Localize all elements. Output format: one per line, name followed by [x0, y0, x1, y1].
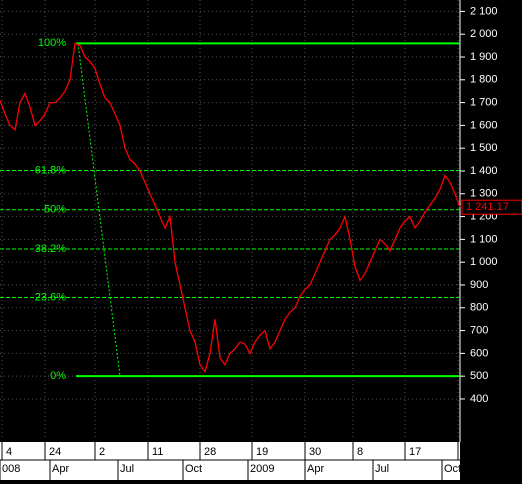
y-tick-label: 1 800	[470, 74, 498, 86]
x-tick-label: Jul	[120, 463, 134, 475]
y-tick-label: 700	[470, 324, 488, 336]
y-tick-label: 900	[470, 279, 488, 291]
x-tick-label: Oct	[444, 463, 461, 475]
fib-label: 100%	[38, 37, 66, 49]
x-tick-label: Apr	[307, 463, 324, 475]
x-tick-label: 8	[357, 446, 363, 458]
x-tick-label: 24	[49, 446, 61, 458]
last-price-label: 1 241.17	[466, 201, 509, 213]
x-tick-label: 19	[256, 446, 268, 458]
last-price-box	[461, 199, 522, 215]
y-tick-label: 600	[470, 347, 488, 359]
y-tick-label: 800	[470, 302, 488, 314]
x-tick-label: 2009	[250, 463, 274, 475]
x-tick-label: 17	[409, 446, 421, 458]
y-tick-label: 1 900	[470, 51, 498, 63]
x-tick-label: 008	[2, 463, 20, 475]
y-tick-label: 400	[470, 393, 488, 405]
x-tick-label: 30	[309, 446, 321, 458]
y-tick-label: 1 600	[470, 119, 498, 131]
x-tick-label: Apr	[52, 463, 69, 475]
fib-label: 38.2%	[35, 243, 66, 255]
y-tick-label: 500	[470, 370, 488, 382]
y-tick-label: 1 700	[470, 96, 498, 108]
fib-label: 61.8%	[35, 164, 66, 176]
x-tick-label: 2	[99, 446, 105, 458]
y-tick-label: 1 500	[470, 142, 498, 154]
y-tick-label: 1 000	[470, 256, 498, 268]
x-axis-band	[0, 442, 460, 480]
x-tick-label: Oct	[185, 463, 202, 475]
x-tick-label: 28	[204, 446, 216, 458]
fib-label: 23.6%	[35, 291, 66, 303]
x-tick-label: Jul	[375, 463, 389, 475]
x-tick-label: 4	[6, 446, 12, 458]
y-tick-label: 1 300	[470, 188, 498, 200]
price-line	[0, 42, 461, 374]
fib-label: 50%	[44, 204, 66, 216]
x-tick-label: 26	[462, 446, 474, 458]
fib-label: 0%	[50, 370, 66, 382]
y-tick-label: 1 400	[470, 165, 498, 177]
y-tick-label: 2 100	[470, 5, 498, 17]
x-tick-label: 11	[152, 446, 163, 458]
y-tick-label: 1 100	[470, 233, 498, 245]
y-tick-label: 2 000	[470, 28, 498, 40]
